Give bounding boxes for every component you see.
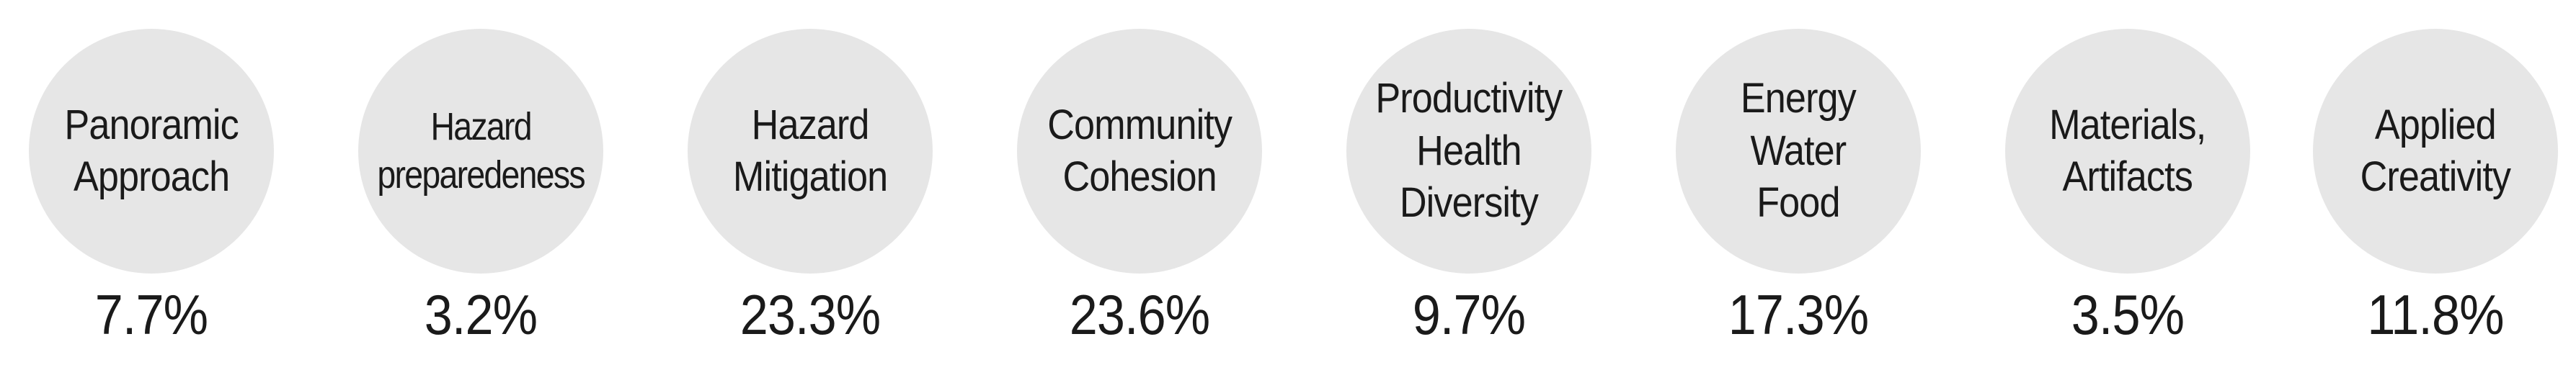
category-label-line: Diversity (1399, 179, 1539, 227)
category-percent: 9.7% (1412, 283, 1526, 346)
category-label-line: Health (1416, 127, 1522, 174)
category-percent: 7.7% (94, 283, 208, 346)
category-label: Hazard preparedeness (377, 103, 585, 200)
category-label: Productivity Health Diversity (1375, 73, 1563, 230)
category-label-line: Materials, (2049, 101, 2206, 148)
category-community-cohesion: Community Cohesion 23.6% (1010, 0, 1269, 388)
category-percent: 23.6% (1069, 283, 1210, 346)
category-label: Materials, Artifacts (2049, 99, 2206, 204)
category-label-line: Approach (73, 153, 230, 200)
category-label: Applied Creativity (2360, 99, 2511, 204)
category-percent: 23.3% (740, 283, 881, 346)
category-label-line: Food (1756, 179, 1840, 227)
category-applied-creativity: Applied Creativity 11.8% (2306, 0, 2565, 388)
category-hazard-preparedeness: Hazard preparedeness 3.2% (351, 0, 610, 388)
category-label: Energy Water Food (1740, 73, 1857, 230)
category-circle: Community Cohesion (1017, 29, 1262, 274)
category-circle: Energy Water Food (1676, 29, 1921, 274)
category-materials-artifacts: Materials, Artifacts 3.5% (1998, 0, 2257, 388)
category-label-line: Mitigation (732, 153, 888, 200)
category-label-line: Water (1750, 127, 1847, 174)
category-label: Community Cohesion (1047, 99, 1233, 204)
category-energy-water-food: Energy Water Food 17.3% (1669, 0, 1928, 388)
category-label-line: Community (1047, 101, 1233, 148)
category-percent: 3.2% (424, 283, 538, 346)
category-label-line: Productivity (1375, 75, 1563, 122)
category-label-line: Hazard (430, 104, 532, 148)
category-label-line: Applied (2375, 101, 2497, 148)
category-percent: 3.5% (2071, 283, 2185, 346)
category-circle: Hazard preparedeness (358, 29, 603, 274)
category-label-line: preparedeness (377, 153, 585, 197)
category-circle: Productivity Health Diversity (1346, 29, 1591, 274)
category-label-line: Cohesion (1062, 153, 1217, 200)
category-circle: Panoramic Approach (29, 29, 274, 274)
category-hazard-mitigation: Hazard Mitigation 23.3% (680, 0, 940, 388)
category-label: Panoramic Approach (64, 99, 239, 204)
category-panoramic-approach: Panoramic Approach 7.7% (22, 0, 281, 388)
category-label: Hazard Mitigation (732, 99, 888, 204)
category-circle: Materials, Artifacts (2005, 29, 2250, 274)
category-label-line: Energy (1740, 75, 1857, 122)
category-label-line: Panoramic (64, 101, 239, 148)
category-percent: 11.8% (2367, 283, 2504, 346)
category-label-line: Hazard (751, 101, 870, 148)
category-label-line: Artifacts (2062, 153, 2193, 200)
category-label-line: Creativity (2360, 153, 2511, 200)
category-productivity-health-diversity: Productivity Health Diversity 9.7% (1339, 0, 1599, 388)
category-circle: Applied Creativity (2313, 29, 2558, 274)
category-circle: Hazard Mitigation (688, 29, 933, 274)
category-percent: 17.3% (1728, 283, 1869, 346)
